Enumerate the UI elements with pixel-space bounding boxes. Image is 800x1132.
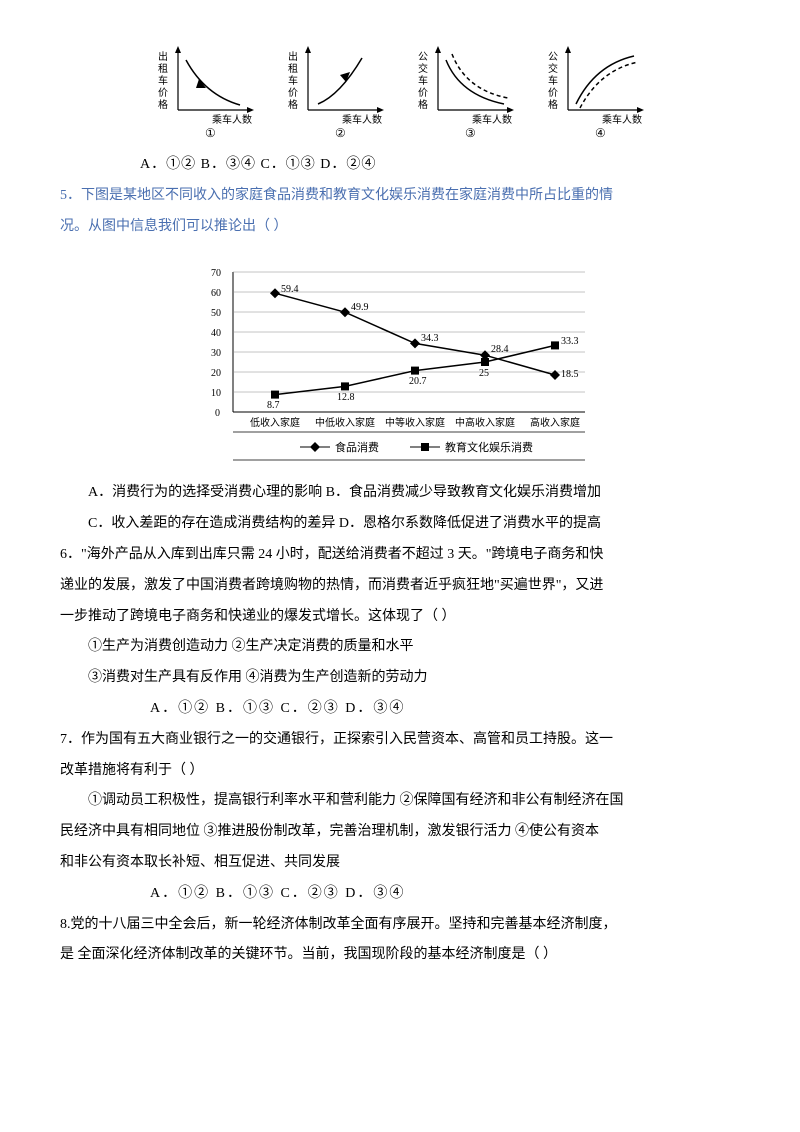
svg-text:格: 格: [418, 98, 428, 111]
q7-s1: ①调动员工积极性，提高银行利率水平和营利能力 ②保障国有经济和非公有制经济在国: [60, 786, 740, 817]
q4-options: A．①② B．③④ C．①③ D．②④: [60, 150, 740, 181]
q6-l3: 一步推动了跨境电子商务和快递业的爆发式增长。这体现了（ ）: [60, 602, 740, 633]
svg-text:交: 交: [548, 62, 558, 75]
svg-text:格: 格: [158, 98, 168, 111]
q6-opts: A．①② B．①③ C．②③ D．③④: [60, 694, 740, 725]
svg-text:④: ④: [595, 126, 606, 140]
svg-text:中高收入家庭: 中高收入家庭: [455, 416, 515, 429]
svg-text:价: 价: [288, 87, 298, 99]
svg-text:乘车人数: 乘车人数: [472, 113, 512, 126]
svg-text:乘车人数: 乘车人数: [342, 113, 382, 126]
svg-text:25: 25: [479, 368, 489, 379]
svg-text:8.7: 8.7: [267, 400, 280, 411]
mini-chart-2: 出租 车价 格 乘车人数 ②: [280, 40, 390, 140]
q7-l1: 7．作为国有五大商业银行之一的交通银行，正探索引入民营资本、高管和员工持股。这一: [60, 725, 740, 756]
svg-text:格: 格: [288, 98, 298, 111]
svg-text:60: 60: [211, 288, 221, 299]
mini-chart-3: 公交 车价 格 乘车人数 ③: [410, 40, 520, 140]
q7-l2: 改革措施将有利于（ ）: [60, 756, 740, 787]
svg-text:中低收入家庭: 中低收入家庭: [315, 416, 375, 429]
q5-opt-2: C．收入差距的存在造成消费结构的差异 D．恩格尔系数降低促进了消费水平的提高: [60, 509, 740, 540]
q5-opt-1: A．消费行为的选择受消费心理的影响 B．食品消费减少导致教育文化娱乐消费增加: [60, 478, 740, 509]
svg-text:出: 出: [288, 50, 298, 63]
svg-text:40: 40: [211, 328, 221, 339]
svg-text:50: 50: [211, 308, 221, 319]
svg-text:③: ③: [465, 126, 476, 140]
svg-text:乘车人数: 乘车人数: [602, 113, 642, 126]
svg-text:33.3: 33.3: [561, 336, 579, 347]
svg-text:价: 价: [548, 87, 558, 99]
svg-text:食品消费: 食品消费: [335, 440, 379, 454]
svg-text:车: 车: [288, 74, 298, 87]
svg-text:车: 车: [158, 74, 168, 87]
q6-l1: 6．"海外产品从入库到出库只需 24 小时，配送给消费者不超过 3 天。"跨境电…: [60, 540, 740, 571]
line-chart-wrap: 0 10 20 30 40 50 60 70: [60, 252, 740, 472]
q7-s2: 民经济中具有相同地位 ③推进股份制改革，完善治理机制，激发银行活力 ④使公有资本: [60, 817, 740, 848]
svg-text:28.4: 28.4: [491, 344, 509, 355]
svg-text:10: 10: [211, 388, 221, 399]
svg-text:20.7: 20.7: [409, 376, 427, 387]
svg-text:价: 价: [158, 87, 168, 99]
svg-text:30: 30: [211, 348, 221, 359]
svg-text:49.9: 49.9: [351, 302, 369, 313]
q6-s2: ③消费对生产具有反作用 ④消费为生产创造新的劳动力: [60, 663, 740, 694]
svg-text:车: 车: [548, 74, 558, 87]
svg-text:①: ①: [205, 126, 216, 140]
svg-text:公: 公: [418, 52, 428, 63]
svg-text:车: 车: [418, 74, 428, 87]
q6-s1: ①生产为消费创造动力 ②生产决定消费的质量和水平: [60, 632, 740, 663]
q7-opts: A．①② B．①③ C．②③ D．③④: [60, 879, 740, 910]
svg-text:12.8: 12.8: [337, 392, 355, 403]
q7-s3: 和非公有资本取长补短、相互促进、共同发展: [60, 848, 740, 879]
svg-text:格: 格: [548, 98, 558, 111]
svg-text:59.4: 59.4: [281, 284, 299, 295]
svg-text:20: 20: [211, 368, 221, 379]
svg-text:公: 公: [548, 52, 558, 63]
svg-text:租: 租: [288, 62, 298, 75]
svg-text:低收入家庭: 低收入家庭: [250, 416, 300, 429]
q6-l2: 递业的发展，激发了中国消费者跨境购物的热情，而消费者近乎疯狂地"买遍世界"，又进: [60, 571, 740, 602]
mini-chart-4: 公交 车价 格 乘车人数 ④: [540, 40, 650, 140]
svg-text:34.3: 34.3: [421, 333, 439, 344]
mini-charts-row: 出租 车价 格 乘车人数 ① 出租 车价 格 乘车人数: [60, 40, 740, 140]
mini-chart-1: 出租 车价 格 乘车人数 ①: [150, 40, 260, 140]
q8-l2: 是 全面深化经济体制改革的关键环节。当前，我国现阶段的基本经济制度是（ ）: [60, 940, 740, 971]
svg-text:出: 出: [158, 50, 168, 63]
q5-stem-1: 5．下图是某地区不同收入的家庭食品消费和教育文化娱乐消费在家庭消费中所占比重的情: [60, 181, 740, 212]
svg-text:70: 70: [211, 268, 221, 279]
q5-stem-2: 况。从图中信息我们可以推论出（ ）: [60, 212, 740, 243]
svg-text:18.5: 18.5: [561, 369, 579, 380]
svg-text:价: 价: [418, 87, 428, 99]
svg-text:②: ②: [335, 126, 346, 140]
svg-text:交: 交: [418, 62, 428, 75]
svg-text:教育文化娱乐消费: 教育文化娱乐消费: [445, 440, 533, 454]
q8-l1: 8.党的十八届三中全会后，新一轮经济体制改革全面有序展开。坚持和完善基本经济制度…: [60, 910, 740, 941]
svg-text:0: 0: [215, 408, 220, 419]
svg-text:乘车人数: 乘车人数: [212, 113, 252, 126]
svg-text:中等收入家庭: 中等收入家庭: [385, 416, 445, 429]
svg-text:租: 租: [158, 62, 168, 75]
line-chart: 0 10 20 30 40 50 60 70: [185, 252, 615, 472]
svg-text:高收入家庭: 高收入家庭: [530, 416, 580, 429]
